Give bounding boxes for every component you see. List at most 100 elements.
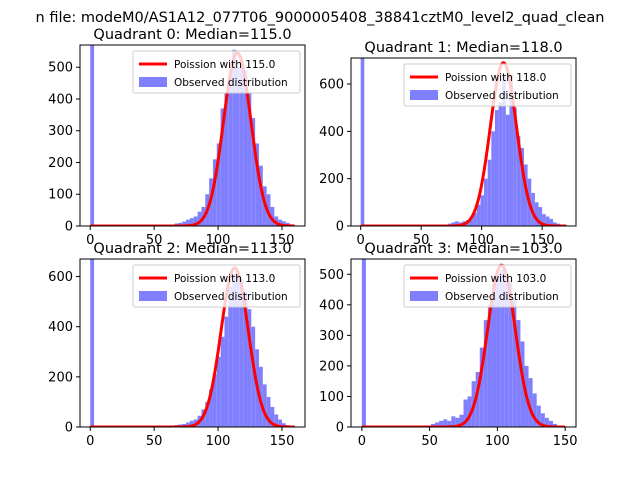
histogram-bar [548,420,553,427]
histogram-bar [212,374,217,427]
histogram-bar [496,274,501,427]
x-tick-label: 100 [485,434,510,449]
axes-frame [79,44,306,227]
histogram-bar [476,204,481,226]
axes-frame [79,258,306,428]
plot-area [361,259,566,427]
y-tick-label: 400 [48,320,73,335]
x-tick-label: 150 [530,233,555,248]
histogram-bar [243,291,248,427]
legend-patch-swatch [410,90,438,100]
y-tick-label: 500 [48,61,73,76]
legend-label-poisson: Poission with 113.0 [174,273,275,285]
histogram-bar [360,58,365,226]
legend: Poission with 115.0 Observed distribution [132,50,301,94]
x-tick-label: 50 [146,233,163,248]
histogram-bar [447,420,452,427]
histogram-bar [542,214,546,226]
y-tick-label: 200 [48,156,73,171]
histogram-bar [534,202,539,226]
histogram-bar [278,219,282,226]
histogram-bar [520,147,524,226]
x-tick-label: 150 [270,233,295,248]
histogram-bar [212,159,217,226]
histogram-bar [224,316,229,427]
histogram-bar [197,211,202,226]
histogram-bar [491,283,497,427]
histogram-bar [504,274,509,427]
legend-box [403,264,572,308]
histogram-bar [467,396,472,427]
histogram-bar [182,221,187,226]
histogram-bar [473,212,477,226]
histogram-bar [523,164,528,226]
legend-label-observed: Observed distribution [445,291,559,303]
x-tick-label: 50 [413,233,430,248]
histogram-bar [516,136,521,226]
histogram-bar [220,108,225,226]
histogram-bar [247,92,252,226]
histogram-bar [270,206,275,226]
histogram-bar [232,274,236,427]
subplot-0: 0 50 100 150 0 100 200 300 400 500 Quadrant 0: Med… [48,27,306,248]
histogram-bar [228,73,233,226]
histogram-bar [500,269,505,427]
histogram-bar [544,417,549,427]
histogram-bar [508,280,513,427]
legend-label-observed: Observed distribution [445,90,559,102]
histogram-bar [239,279,244,427]
histogram-bar [451,416,456,427]
histogram-bar [90,45,95,226]
histogram-bar [494,110,499,226]
legend-label-observed: Observed distribution [174,77,288,89]
x-tick-label: 0 [358,434,366,449]
histogram-bar [270,406,275,427]
histogram-bar [255,143,259,226]
x-tick-label: 50 [421,434,438,449]
plot-area [359,58,568,226]
histogram-bar [479,347,484,427]
histogram-bar [193,216,198,226]
legend-label-poisson: Poission with 115.0 [174,59,275,71]
poisson-curve [361,263,566,427]
histogram-bar [220,336,225,427]
plot-area [89,259,296,427]
histogram-bar [430,423,436,427]
histogram-bar [540,413,545,427]
histogram-bar [235,67,240,226]
legend: Poission with 118.0 Observed distribution [403,63,572,107]
histogram-bar [487,304,492,427]
histogram-bar [443,419,448,427]
y-tick-label: 100 [319,390,344,405]
y-tick-label: 0 [65,220,73,235]
legend: Poission with 113.0 Observed distribution [132,264,301,308]
poisson-curve [359,61,568,226]
histogram-bar [532,393,537,427]
subplot-title: Quadrant 1: Median=118.0 [364,40,562,56]
histogram-bar [549,218,554,226]
histogram-bar [235,271,240,427]
x-tick-label: 0 [357,233,365,248]
histogram-bar [278,419,282,427]
legend-box [132,264,301,308]
y-tick-label: 100 [48,188,73,203]
histogram-bar [247,309,252,427]
figure-suptitle: n file: modeM0/AS1A12_077T06_9000005408_… [36,10,605,26]
legend-label-poisson: Poission with 103.0 [445,273,546,285]
histogram-bar [361,259,366,427]
histogram-bar [274,414,279,427]
x-tick-label: 100 [206,434,231,449]
axes-frame [350,57,577,227]
histogram-bar [209,389,213,427]
y-tick-label: 0 [65,421,73,436]
histogram-bar [266,396,271,427]
plot-area [89,45,296,226]
histogram-bar [459,414,464,427]
histogram-bar [487,159,492,226]
y-tick-label: 400 [319,298,344,313]
histogram-bar [439,420,444,427]
poisson-curve [89,51,296,226]
histogram-bar [435,422,440,427]
poisson-curve [89,266,296,427]
